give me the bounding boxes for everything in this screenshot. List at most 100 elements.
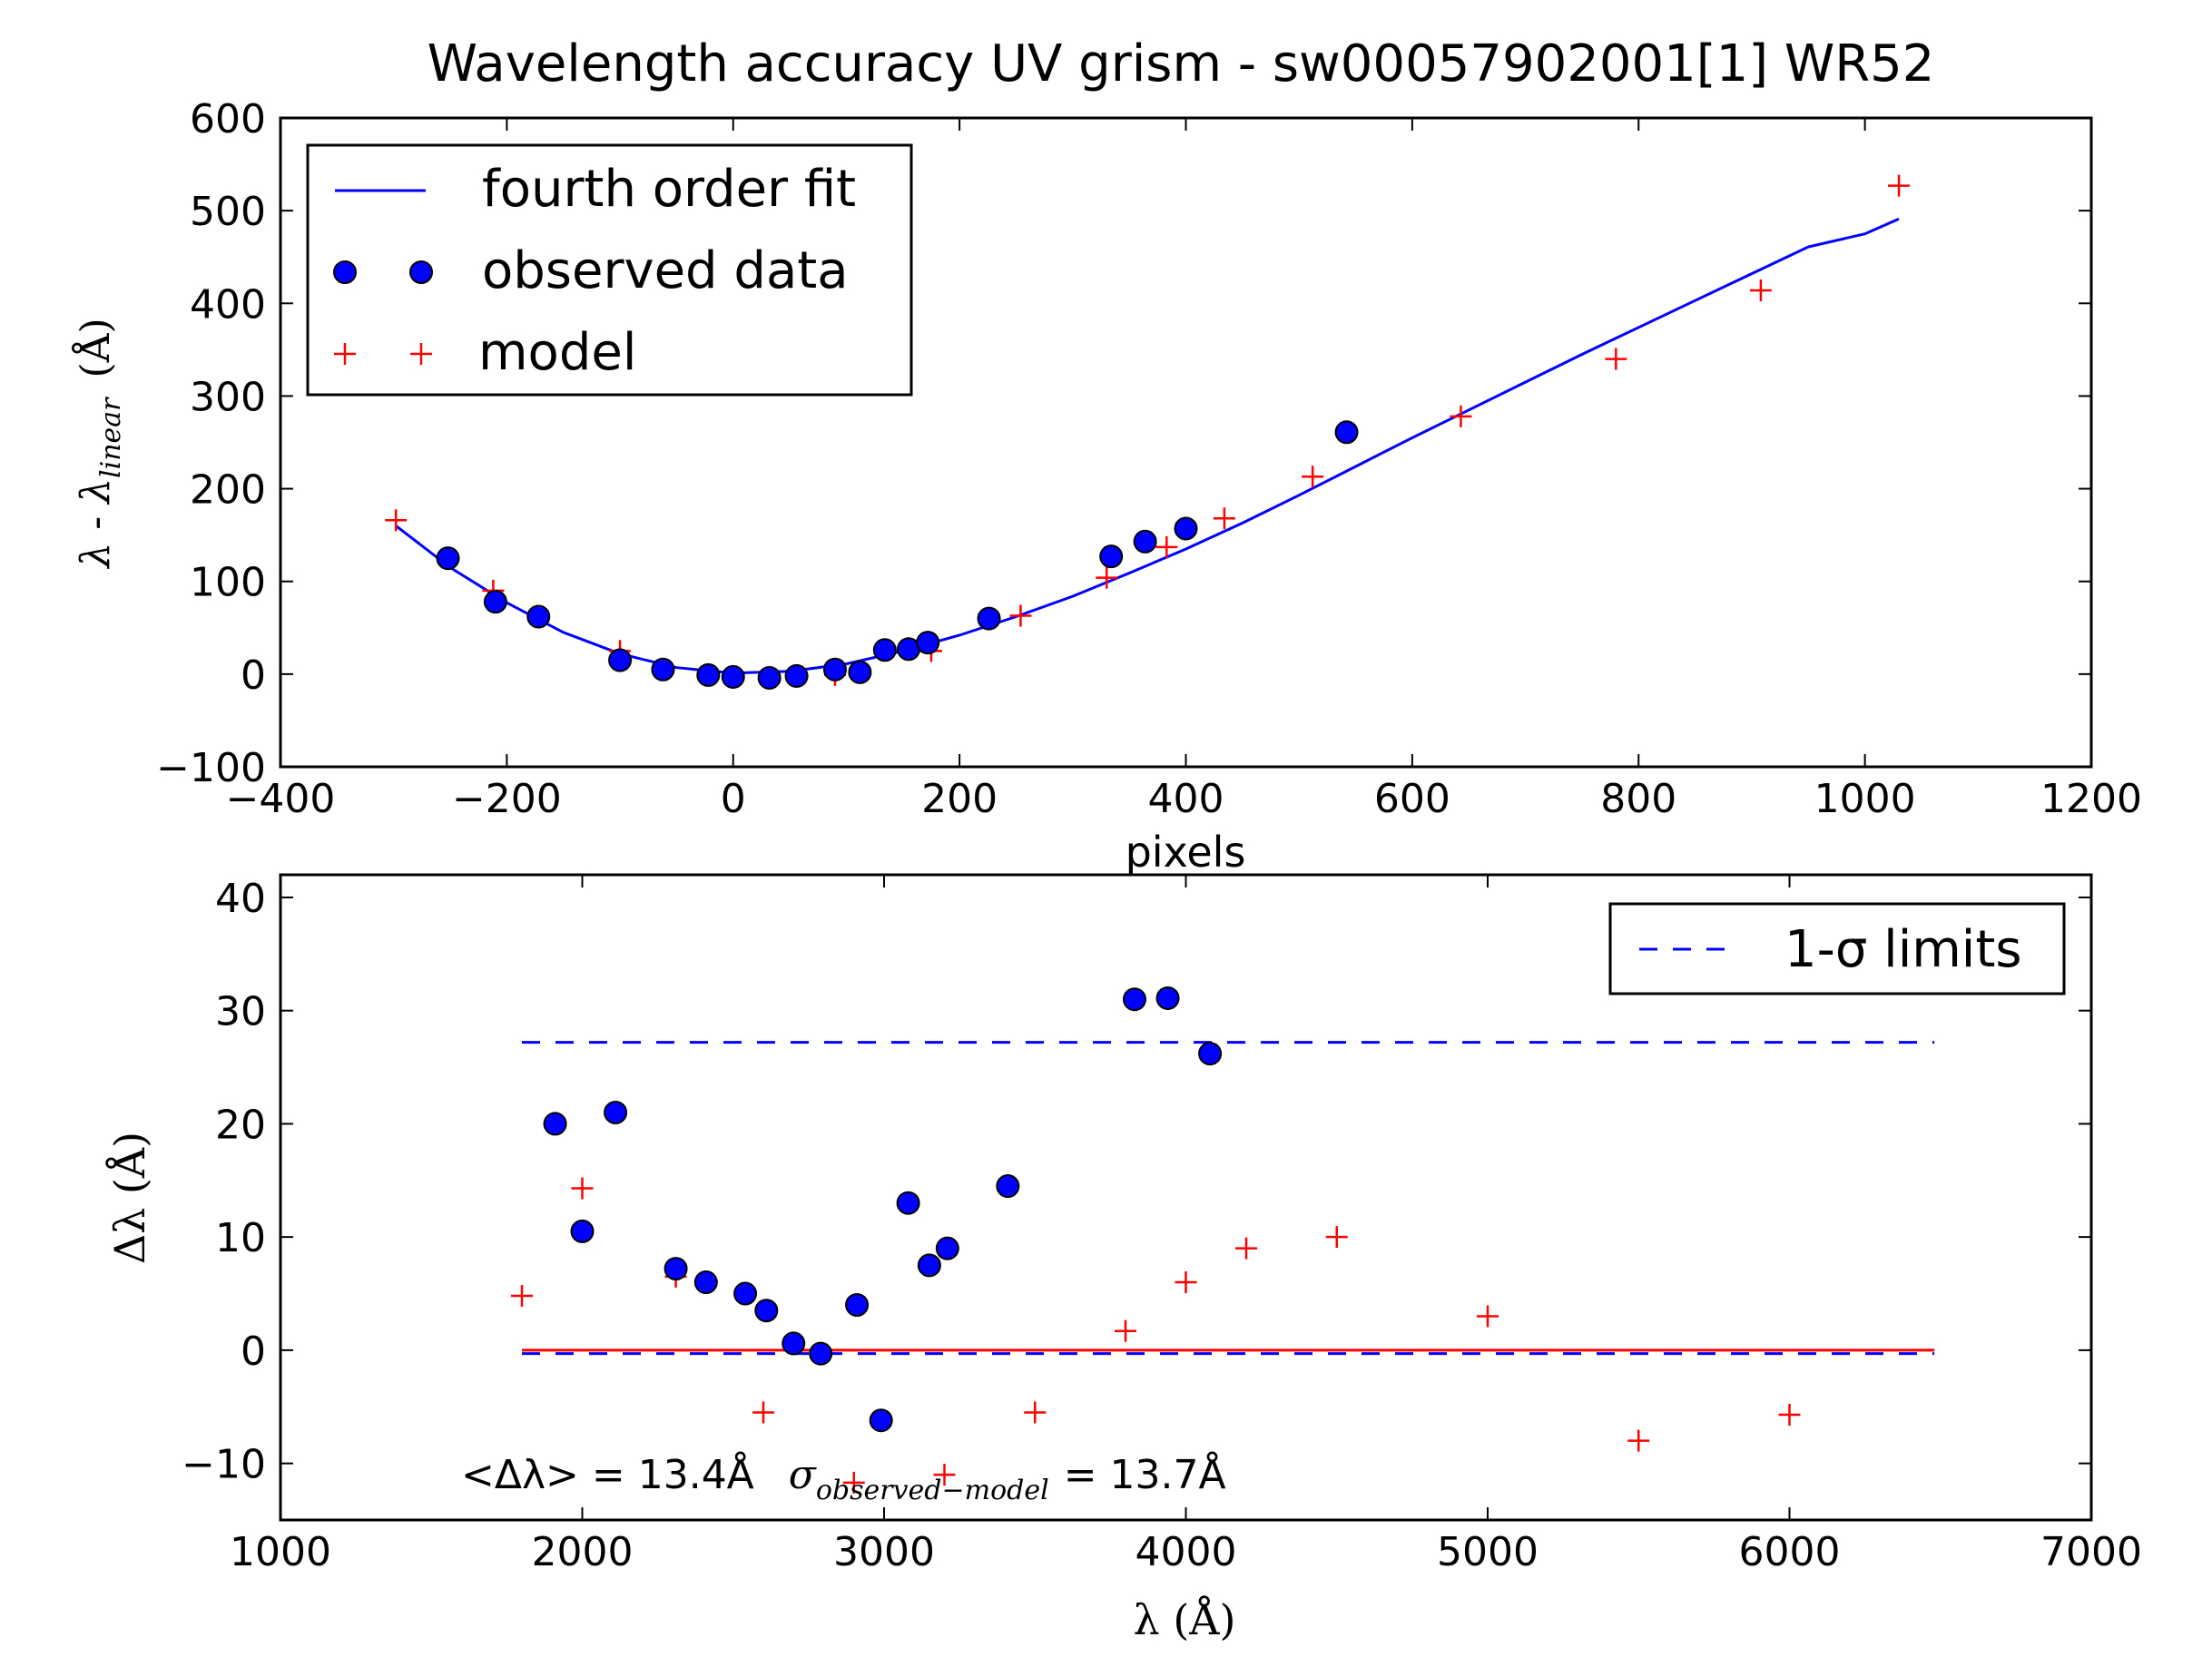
bottom-series-model	[511, 1177, 1801, 1494]
residual-observed-point	[917, 1253, 941, 1278]
bottom-panel: 1000 2000 3000 4000 5000 6000 7000 −10 0 10 20 30 4…	[104, 873, 2142, 1644]
model-point	[1009, 604, 1032, 627]
top-y-axis-label-main: λ - λ	[73, 478, 119, 570]
observed-point	[916, 631, 940, 655]
bottom-xtick-labels: 1000 2000 3000 4000 5000 6000 7000	[230, 1529, 2142, 1575]
top-ytick-label: 600	[190, 96, 266, 142]
bottom-ytick-label: 10	[215, 1215, 266, 1261]
top-ytick-label: 200	[190, 467, 266, 514]
residual-model-point	[752, 1401, 774, 1424]
observed-point	[977, 606, 1001, 631]
fit-line	[395, 217, 1900, 675]
observed-point	[436, 546, 460, 571]
residual-observed-point	[664, 1257, 688, 1281]
bottom-ytick-label: 0	[241, 1329, 266, 1375]
bottom-series-sigma-limits	[522, 1041, 1935, 1356]
model-point	[1155, 535, 1178, 558]
top-ticks	[280, 117, 2092, 768]
model-point	[1749, 279, 1772, 301]
residual-observed-point	[996, 1174, 1020, 1199]
top-xtick-label: 0	[721, 776, 746, 822]
top-ytick-label: 300	[190, 374, 266, 420]
residual-model-point	[842, 1471, 865, 1494]
residual-observed-point	[1155, 985, 1180, 1010]
top-series-fit	[395, 217, 1900, 675]
top-xtick-label: −200	[452, 776, 562, 822]
residual-model-point	[1115, 1319, 1136, 1342]
top-y-axis-label-sub: linear	[95, 397, 127, 478]
bottom-legend: 1-σ limits	[1608, 902, 2066, 995]
observed-point	[784, 663, 809, 688]
top-xtick-label: 400	[1148, 776, 1224, 822]
residual-observed-point	[1122, 987, 1146, 1012]
residual-model-point	[1477, 1305, 1499, 1328]
observed-point	[608, 648, 633, 672]
bottom-xtick-label: 7000	[2040, 1529, 2142, 1575]
model-point	[1888, 174, 1911, 197]
residual-observed-point	[935, 1236, 959, 1260]
top-ytick-label: 0	[241, 652, 266, 699]
residual-observed-point	[604, 1100, 628, 1124]
legend-fit-label: fourth order fit	[482, 160, 856, 219]
residual-observed-point	[733, 1281, 758, 1306]
bottom-xtick-label: 5000	[1437, 1529, 1539, 1575]
top-legend: fourth order fit observed data model	[306, 143, 913, 397]
model-point	[1605, 348, 1627, 370]
bottom-ytick-labels: −10 0 10 20 30 40	[182, 876, 266, 1488]
observed-point	[696, 662, 721, 687]
top-xtick-label: 1200	[2040, 776, 2142, 822]
annotation-sigma-value: = 13.7Å	[1064, 1450, 1226, 1498]
model-point	[1213, 507, 1235, 530]
observed-point	[872, 638, 897, 662]
residual-observed-point	[896, 1191, 920, 1215]
model-point	[1302, 466, 1324, 488]
top-xtick-label: 800	[1600, 776, 1676, 822]
top-chart-title: Wavelength accuracy UV grism - sw0005790…	[428, 34, 1935, 93]
observed-point	[1334, 420, 1359, 445]
bottom-xtick-label: 3000	[833, 1529, 935, 1575]
residual-model-point	[571, 1177, 594, 1200]
residual-model-point	[1024, 1401, 1047, 1424]
top-xtick-label: 1000	[1814, 776, 1916, 822]
observed-point	[822, 657, 847, 682]
legend-model-swatch	[334, 343, 432, 365]
residual-model-point	[1778, 1403, 1801, 1426]
residual-observed-point	[782, 1331, 806, 1356]
top-series-observed	[436, 420, 1359, 690]
residual-model-point	[933, 1464, 956, 1486]
annotation-sigma: σ	[789, 1452, 818, 1498]
observed-point	[526, 604, 551, 629]
top-legend-box	[306, 143, 913, 397]
observed-point	[651, 657, 675, 682]
residual-observed-point	[869, 1408, 893, 1433]
model-point	[385, 509, 408, 532]
legend-model-label: model	[478, 323, 636, 382]
residual-observed-point	[570, 1219, 595, 1243]
observed-point	[1174, 516, 1198, 541]
observed-point	[848, 660, 872, 684]
bottom-x-axis-label: λ (Å)	[1134, 1594, 1236, 1644]
residual-model-point	[1325, 1226, 1348, 1249]
annotation-sigma-sub: observed−model	[816, 1475, 1049, 1506]
top-y-axis-label-unit: (Å)	[71, 318, 119, 378]
legend-observed-swatch-a	[333, 260, 357, 284]
bottom-xtick-label: 1000	[230, 1529, 331, 1575]
top-x-axis-label: pixels	[1126, 828, 1246, 877]
top-y-axis-label: λ - λlinear (Å)	[71, 318, 127, 569]
observed-point	[757, 665, 782, 690]
residual-observed-point	[809, 1341, 833, 1366]
top-ytick-label: −100	[156, 745, 266, 791]
legend-sigma-label: 1-σ limits	[1784, 920, 2022, 979]
bottom-y-axis-label: Δλ (Å)	[104, 1132, 154, 1264]
model-point	[1096, 566, 1118, 589]
bottom-annotation: <Δλ> = 13.4Å σobserved−model = 13.7Å	[461, 1450, 1226, 1506]
residual-observed-point	[754, 1299, 779, 1323]
residual-model-point	[1627, 1429, 1650, 1452]
legend-observed-label: observed data	[482, 241, 849, 300]
model-point	[1450, 405, 1472, 427]
legend-observed-swatch-b	[409, 260, 433, 284]
bottom-ticks	[280, 875, 2092, 1520]
annotation-mean: <Δλ> = 13.4Å	[461, 1450, 754, 1498]
top-ytick-label: 500	[190, 189, 266, 235]
